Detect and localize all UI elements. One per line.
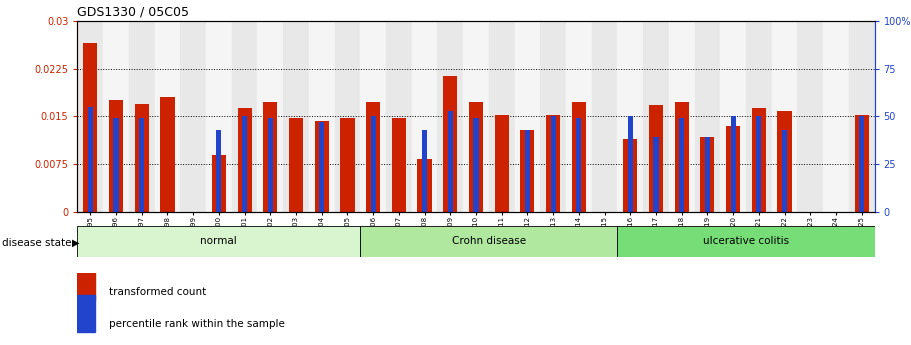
Bar [859, 117, 865, 212]
Bar [566, 21, 592, 212]
Text: normal: normal [200, 237, 237, 246]
Bar [546, 115, 560, 212]
Bar [592, 21, 618, 212]
Bar [268, 118, 273, 212]
Bar [550, 117, 556, 212]
Bar [756, 117, 762, 212]
Text: transformed count: transformed count [109, 287, 207, 297]
Bar [444, 76, 457, 212]
Bar [360, 226, 618, 257]
Bar [135, 104, 148, 212]
Bar [258, 21, 283, 212]
Bar [649, 105, 663, 212]
Bar [618, 226, 875, 257]
Bar [437, 21, 463, 212]
Bar [520, 130, 535, 212]
Bar [495, 115, 508, 212]
Text: disease state: disease state [2, 238, 71, 248]
Bar [114, 118, 118, 212]
Bar [525, 130, 530, 212]
Bar [721, 21, 746, 212]
Bar [412, 21, 437, 212]
Bar [87, 107, 93, 212]
Bar [447, 111, 453, 212]
Bar [824, 21, 849, 212]
Bar [577, 118, 581, 212]
Bar [83, 43, 97, 212]
Bar [109, 100, 123, 212]
Bar [160, 97, 175, 212]
Bar [675, 102, 689, 212]
Bar [242, 117, 247, 212]
Bar [726, 126, 741, 212]
Bar [319, 122, 324, 212]
Bar [216, 130, 221, 212]
Text: percentile rank within the sample: percentile rank within the sample [109, 319, 285, 329]
Bar [334, 21, 360, 212]
Bar [392, 118, 406, 212]
Bar [422, 130, 427, 212]
Bar [643, 21, 669, 212]
Bar [128, 21, 155, 212]
Bar [701, 137, 714, 212]
Bar [515, 21, 540, 212]
Bar [386, 21, 412, 212]
Bar [489, 21, 515, 212]
Bar [705, 138, 710, 212]
Bar [540, 21, 566, 212]
Bar [855, 115, 869, 212]
Bar [772, 21, 797, 212]
Bar [777, 111, 792, 212]
Bar [572, 102, 586, 212]
Bar [77, 226, 360, 257]
Bar [797, 21, 824, 212]
Bar [314, 121, 329, 212]
Bar [623, 139, 638, 212]
Bar [679, 118, 684, 212]
Bar [752, 108, 766, 212]
Bar [283, 21, 309, 212]
Bar [469, 102, 483, 212]
Bar [231, 21, 258, 212]
Bar [206, 21, 231, 212]
Bar [669, 21, 694, 212]
Bar [103, 21, 128, 212]
Bar [77, 295, 95, 332]
Text: Crohn disease: Crohn disease [452, 237, 526, 246]
Bar [360, 21, 386, 212]
Bar [289, 118, 303, 212]
Text: GDS1330 / 05C05: GDS1330 / 05C05 [77, 5, 189, 18]
Bar [139, 118, 144, 212]
Bar [782, 130, 787, 212]
Text: ulcerative colitis: ulcerative colitis [703, 237, 789, 246]
Bar [371, 117, 375, 212]
Bar [849, 21, 875, 212]
Bar [628, 117, 633, 212]
Bar [77, 264, 95, 300]
Bar [618, 21, 643, 212]
Bar [341, 118, 354, 212]
Bar [463, 21, 489, 212]
Bar [474, 118, 478, 212]
Bar [653, 138, 659, 212]
Bar [77, 21, 103, 212]
Bar [366, 102, 380, 212]
Bar [211, 155, 226, 212]
Bar [238, 108, 251, 212]
Bar [180, 21, 206, 212]
Bar [731, 117, 736, 212]
Bar [309, 21, 334, 212]
Bar [417, 159, 432, 212]
Text: ▶: ▶ [72, 238, 79, 248]
Bar [155, 21, 180, 212]
Bar [263, 102, 277, 212]
Bar [746, 21, 772, 212]
Bar [694, 21, 721, 212]
